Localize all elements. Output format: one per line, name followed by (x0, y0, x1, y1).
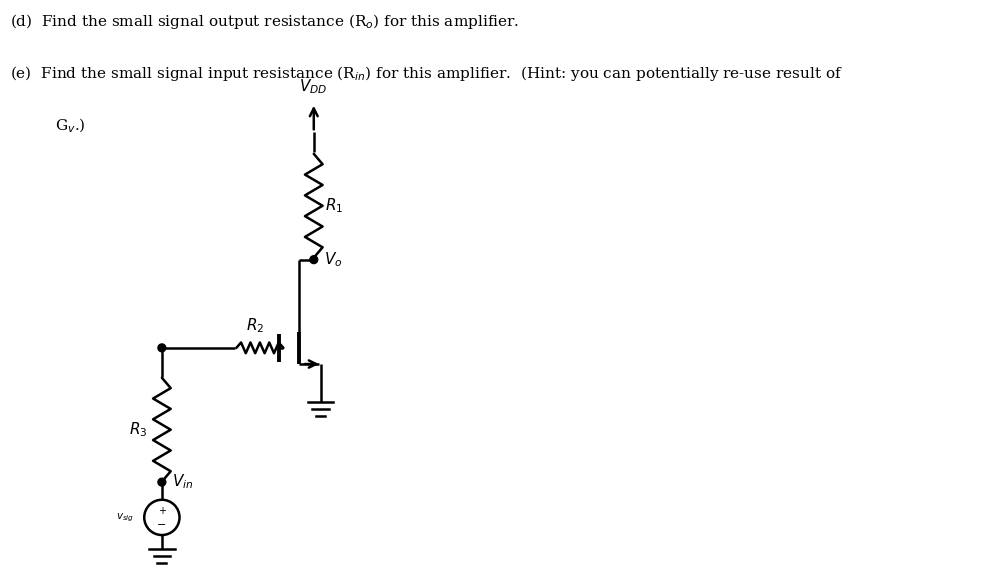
Text: +: + (158, 506, 166, 516)
Circle shape (158, 478, 166, 486)
Text: −: − (158, 520, 167, 530)
Text: (d)  Find the small signal output resistance (R$_o$) for this amplifier.: (d) Find the small signal output resista… (10, 12, 519, 31)
Circle shape (158, 344, 166, 352)
Text: $V_o$: $V_o$ (323, 251, 342, 269)
Circle shape (309, 256, 317, 263)
Text: G$_v$.): G$_v$.) (55, 117, 86, 135)
Text: $R_1$: $R_1$ (324, 196, 343, 215)
Text: $R_2$: $R_2$ (246, 317, 264, 335)
Text: $V_{DD}$: $V_{DD}$ (298, 77, 327, 96)
Text: $v_{sig}$: $v_{sig}$ (116, 511, 135, 524)
Text: $R_3$: $R_3$ (129, 420, 147, 439)
Text: $V_{in}$: $V_{in}$ (172, 473, 193, 492)
Text: (e)  Find the small signal input resistance (R$_{in}$) for this amplifier.  (Hin: (e) Find the small signal input resistan… (10, 64, 843, 84)
